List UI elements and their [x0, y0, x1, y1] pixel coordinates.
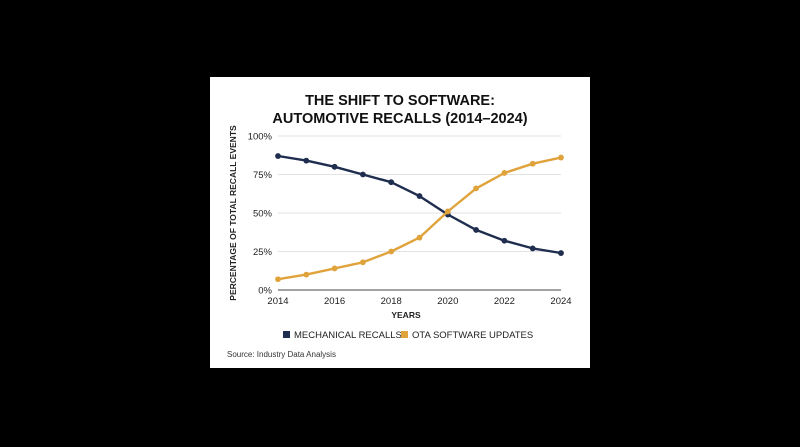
y-axis-label: PERCENTAGE OF TOTAL RECALL EVENTS: [228, 125, 238, 301]
chart-card: THE SHIFT TO SOFTWARE: AUTOMOTIVE RECALL…: [210, 77, 590, 368]
x-tick-label: 2016: [324, 296, 345, 307]
x-tick-label: 2022: [494, 296, 515, 307]
data-point-mechanical: [529, 245, 536, 252]
data-point-ota: [529, 160, 536, 167]
x-tick-labels: 2014 2016 2018 2020 2022 2024: [267, 296, 571, 307]
data-point-mechanical: [558, 250, 564, 256]
data-point-mechanical: [303, 157, 310, 164]
data-point-ota: [275, 276, 281, 283]
y-tick-label: 0%: [258, 286, 272, 297]
data-point-mechanical: [416, 193, 423, 199]
x-tick-label: 2018: [381, 296, 402, 307]
chart-title-line-1: THE SHIFT TO SOFTWARE:: [305, 93, 495, 109]
data-point-mechanical: [331, 163, 338, 170]
data-point-mechanical: [275, 153, 281, 159]
legend: MECHANICAL RECALLS OTA SOFTWARE UPDATES: [283, 330, 533, 341]
data-point-ota: [444, 208, 451, 215]
recall-chart: THE SHIFT TO SOFTWARE: AUTOMOTIVE RECALL…: [227, 93, 572, 359]
data-point-mechanical: [501, 237, 508, 244]
source-note: Source: Industry Data Analysis: [227, 350, 336, 359]
data-point-ota: [501, 170, 508, 176]
x-axis-label: YEARS: [391, 310, 421, 320]
x-tick-label: 2020: [437, 296, 458, 307]
data-point-ota: [473, 185, 479, 192]
series-line-ota: [277, 156, 562, 281]
chart-title-line-2: AUTOMOTIVE RECALLS (2014–2024): [272, 111, 527, 127]
y-tick-label: 25%: [253, 247, 273, 258]
data-point-ota: [331, 265, 338, 272]
legend-label-mechanical: MECHANICAL RECALLS: [294, 330, 402, 341]
data-point-mechanical: [473, 227, 479, 233]
data-point-ota: [360, 259, 366, 266]
data-point-ota: [416, 234, 423, 241]
series-lines: [275, 153, 564, 283]
x-tick-label: 2024: [550, 296, 571, 307]
grid-lines: [278, 135, 561, 252]
y-tick-label: 75%: [253, 170, 273, 181]
legend-swatch-ota: [401, 331, 408, 338]
y-tick-label: 50%: [253, 209, 273, 220]
data-point-ota: [558, 154, 564, 161]
data-point-ota: [388, 248, 395, 255]
data-point-mechanical: [388, 179, 395, 186]
x-tick-label: 2014: [267, 296, 288, 307]
y-tick-label: 100%: [248, 132, 273, 143]
legend-swatch-mechanical: [283, 331, 290, 338]
data-point-mechanical: [360, 171, 366, 178]
y-tick-labels: 0% 25% 50% 75% 100%: [248, 132, 273, 297]
legend-label-ota: OTA SOFTWARE UPDATES: [412, 330, 533, 341]
data-point-ota: [303, 271, 310, 278]
